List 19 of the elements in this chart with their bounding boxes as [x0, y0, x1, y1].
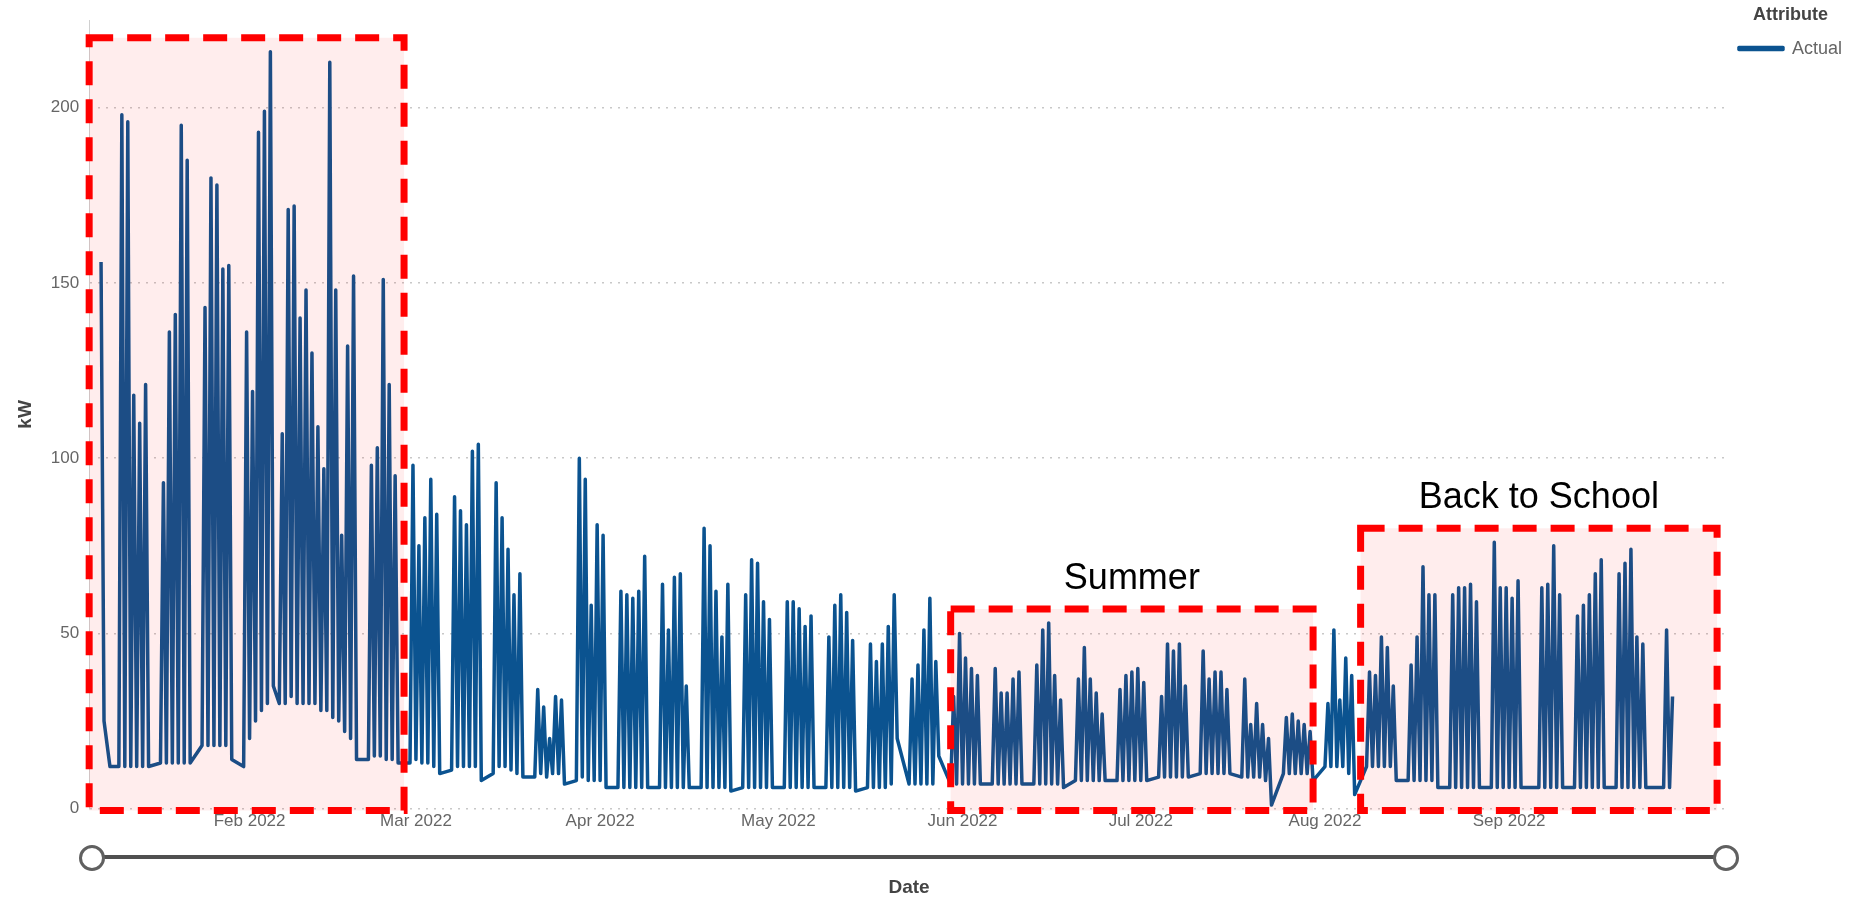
band-label: Summer: [1063, 555, 1200, 597]
x-tick-label: Jul 2022: [1108, 811, 1173, 831]
y-tick-label: 0: [69, 798, 80, 818]
y-tick-label: 100: [50, 447, 80, 467]
x-tick-label: Feb 2022: [213, 811, 286, 831]
x-tick-label: Apr 2022: [565, 811, 635, 831]
legend-title: Attribute: [1752, 3, 1828, 24]
legend-label: Actual: [1791, 37, 1842, 58]
x-tick-label: Aug 2022: [1288, 811, 1362, 831]
y-axis-title: kW: [13, 400, 35, 429]
x-tick-label: May 2022: [741, 811, 816, 831]
x-tick-label: Jun 2022: [927, 811, 998, 831]
y-tick-label: 200: [50, 97, 80, 117]
band-label: Back to School: [1418, 475, 1659, 517]
x-tick-label: Sep 2022: [1472, 811, 1546, 831]
x-tick-label: Mar 2022: [380, 811, 452, 831]
y-tick-label: 150: [50, 272, 80, 292]
y-tick-label: 50: [60, 623, 80, 643]
x-axis-title: Date: [888, 876, 930, 898]
